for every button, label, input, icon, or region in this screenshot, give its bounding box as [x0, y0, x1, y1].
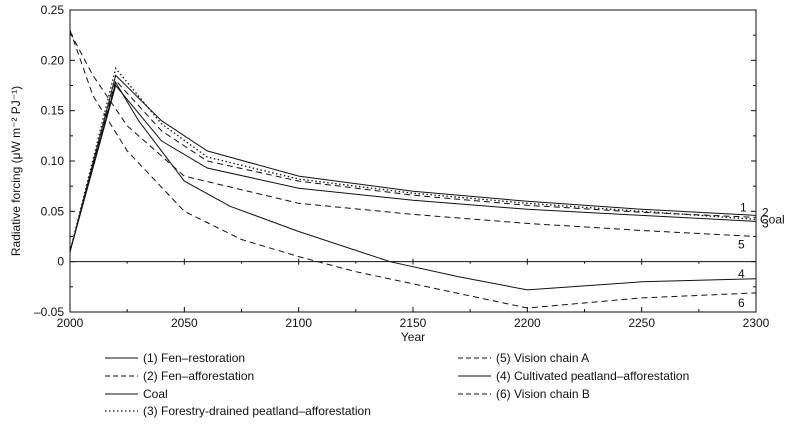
series-line-5	[69, 31, 757, 237]
x-axis-label: Year	[401, 330, 425, 344]
legend-label: (2) Fen–afforestation	[143, 369, 254, 383]
series-end-label: 4	[738, 267, 745, 281]
legend-label: (5) Vision chain A	[496, 351, 589, 365]
series-end-label: Coal	[760, 212, 785, 226]
series-line-6	[69, 81, 757, 291]
legend-label: (3) Forestry-drained peatland–afforestat…	[143, 404, 371, 418]
y-tick-label: 0.15	[41, 104, 65, 118]
series-end-label: 3	[762, 216, 769, 230]
legend-label: (4) Cultivated peatland–afforestation	[496, 369, 689, 383]
y-tick-label: 0.20	[41, 53, 65, 67]
x-tick-label: 2000	[57, 316, 84, 330]
series-line-3	[69, 84, 757, 252]
legend-label: (6) Vision chain B	[496, 387, 590, 401]
x-tick-label: 2250	[628, 316, 655, 330]
x-tick-label: 2300	[743, 316, 770, 330]
series-end-label: 2	[762, 205, 769, 219]
series-line-2	[69, 79, 757, 252]
series-layer	[69, 29, 757, 309]
y-tick-label: 0	[57, 255, 64, 269]
legend-label: Coal	[143, 387, 168, 401]
x-tick-label: 2150	[400, 316, 427, 330]
x-tick-label: 2200	[514, 316, 541, 330]
series-end-label: 5	[738, 238, 745, 252]
x-tick-label: 2050	[171, 316, 198, 330]
series-end-label: 1	[740, 200, 747, 214]
series-end-label: 6	[738, 296, 745, 310]
y-tick-label: 0.05	[41, 204, 65, 218]
legend-label: (1) Fen–restoration	[143, 351, 245, 365]
y-tick-label: 0.25	[41, 3, 65, 17]
y-axis-label: Radiative forcing (μW m⁻² PJ⁻¹)	[9, 86, 23, 256]
y-tick-label: 0.10	[41, 154, 65, 168]
axes: 2000 2050 2100 2150 2200 2250 23000.250.200.15…	[34, 3, 770, 330]
y-tick-label: –0.05	[34, 305, 64, 319]
x-tick-label: 2100	[285, 316, 312, 330]
legend: (1) Fen–restoration (2) Fen–afforestation…	[105, 351, 689, 418]
series-line-4	[69, 66, 757, 252]
series-line-1	[69, 74, 757, 252]
series-line-7	[69, 29, 757, 309]
